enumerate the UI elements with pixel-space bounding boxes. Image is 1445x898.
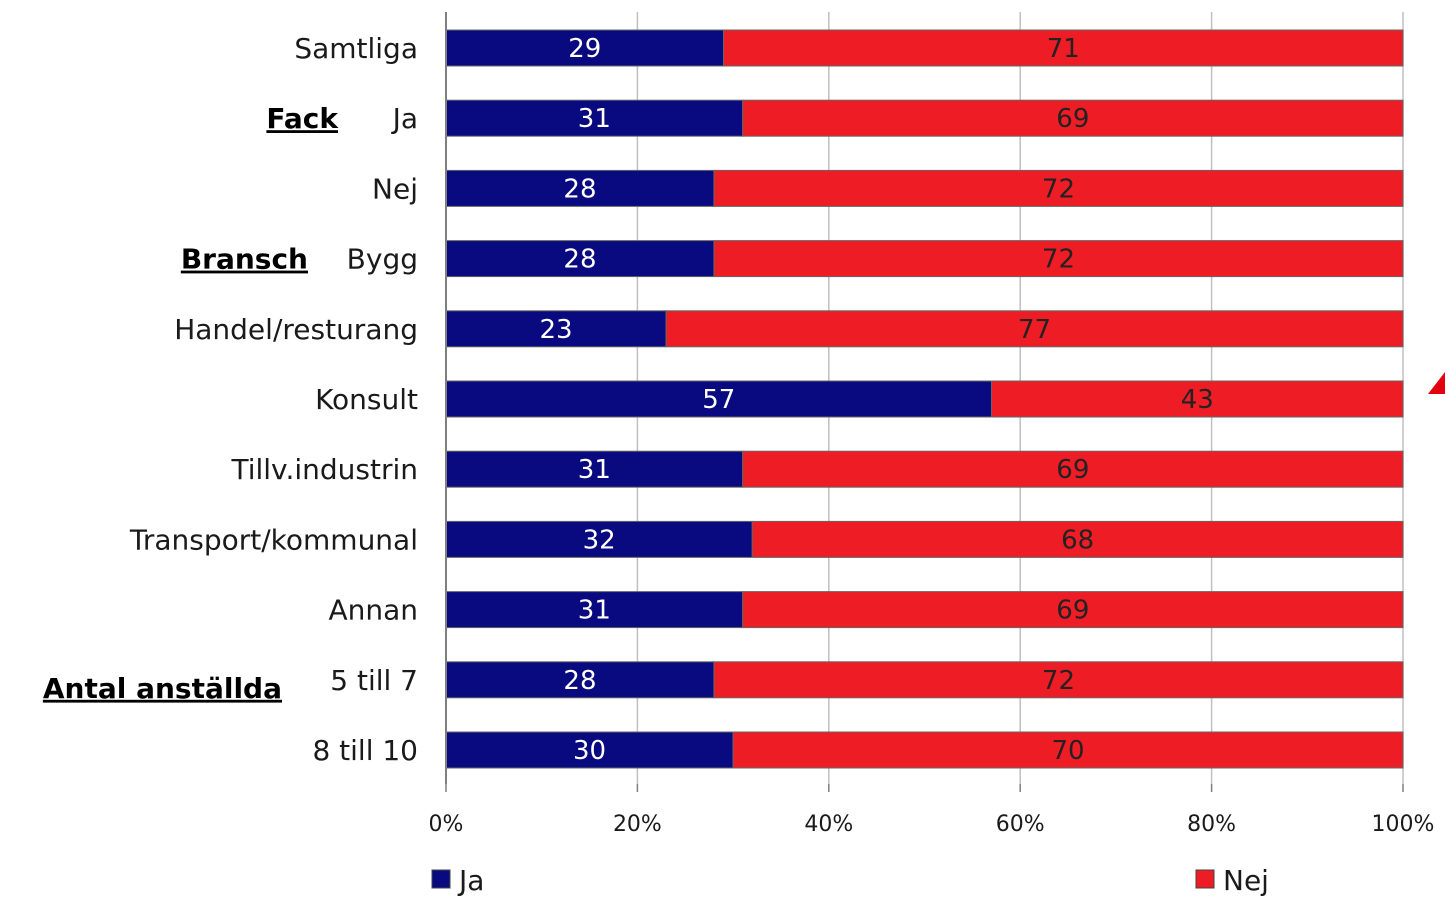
category-label: Bygg: [347, 243, 418, 276]
legend-label: Ja: [457, 864, 484, 897]
data-label-nej: 72: [1042, 666, 1075, 696]
data-label-ja: 28: [563, 666, 596, 696]
category-label: Samtliga: [294, 32, 418, 65]
data-label-nej: 68: [1061, 525, 1094, 555]
legend-label: Nej: [1223, 864, 1269, 897]
data-label-ja: 28: [563, 174, 596, 204]
bar-nej: [665, 310, 1404, 348]
data-label-nej: 69: [1056, 455, 1089, 485]
legend-swatch: [431, 869, 451, 889]
data-label-nej: 72: [1042, 174, 1075, 204]
group-labels: Fack Bransch Antal anställda: [43, 102, 340, 705]
x-tick-label: 0%: [429, 812, 464, 837]
bar-ja: [445, 169, 715, 207]
bar-nej: [742, 591, 1404, 629]
category-label: Tillv.industrin: [230, 453, 418, 486]
x-tick-label: 40%: [804, 812, 853, 837]
bar-nej: [713, 240, 1404, 278]
data-label-nej: 69: [1056, 596, 1089, 626]
data-label-ja: 23: [540, 315, 573, 345]
data-label-ja: 32: [583, 525, 616, 555]
bar-ja: [445, 29, 725, 67]
data-label-ja: 31: [578, 596, 611, 626]
x-tick-label: 100%: [1372, 812, 1435, 837]
category-label: Ja: [391, 102, 418, 135]
bar-ja: [445, 661, 715, 699]
data-label-ja: 29: [568, 34, 601, 64]
data-label-nej: 71: [1047, 34, 1080, 64]
data-label-ja: 31: [578, 104, 611, 134]
bar-nej: [742, 450, 1404, 488]
data-label-nej: 72: [1042, 245, 1075, 275]
group-label: Bransch: [181, 243, 308, 276]
legend-swatch: [1195, 869, 1215, 889]
x-tick-label: 60%: [996, 812, 1045, 837]
category-label: Annan: [328, 594, 418, 627]
bar-ja: [445, 731, 734, 769]
bar-ja: [445, 380, 992, 418]
data-label-ja: 57: [702, 385, 735, 415]
x-tick-label: 80%: [1187, 812, 1236, 837]
bar-nej: [713, 169, 1404, 207]
x-tick-label: 20%: [613, 812, 662, 837]
bars: 29 71 31 69 28 72 28 72 23 77 57 43 31 69 32 68 31 69 28 72…: [445, 29, 1404, 769]
bar-nej: [742, 99, 1404, 137]
bar-nej: [990, 380, 1404, 418]
data-label-nej: 69: [1056, 104, 1089, 134]
category-label: 8 till 10: [312, 734, 418, 767]
category-label: Transport/kommunal: [129, 523, 418, 556]
bar-ja: [445, 240, 715, 278]
bar-nej: [751, 520, 1404, 558]
bar-ja: [445, 450, 744, 488]
data-label-nej: 77: [1018, 315, 1051, 345]
data-label-nej: 43: [1181, 385, 1214, 415]
category-label: Nej: [372, 172, 418, 205]
bar-ja: [445, 310, 667, 348]
accent-triangle-shape: [1428, 372, 1445, 394]
category-label: Handel/resturang: [174, 313, 418, 346]
bar-nej: [723, 29, 1404, 67]
x-axis-ticks: 0% 20% 40% 60% 80% 100%: [429, 812, 1435, 837]
data-label-ja: 30: [573, 736, 606, 766]
group-label: Antal anställda: [43, 672, 282, 705]
bar-nej: [713, 661, 1404, 699]
data-label-ja: 28: [563, 245, 596, 275]
data-label-nej: 70: [1052, 736, 1085, 766]
category-label: Konsult: [315, 383, 418, 416]
bar-nej: [732, 731, 1404, 769]
group-label: Fack: [266, 102, 339, 135]
category-label: 5 till 7: [330, 664, 418, 697]
legend: Ja Nej: [431, 864, 1269, 897]
category-labels: Samtliga Ja Nej Bygg Handel/resturang Konsult…: [129, 32, 418, 767]
bar-ja: [445, 520, 753, 558]
data-label-ja: 31: [578, 455, 611, 485]
